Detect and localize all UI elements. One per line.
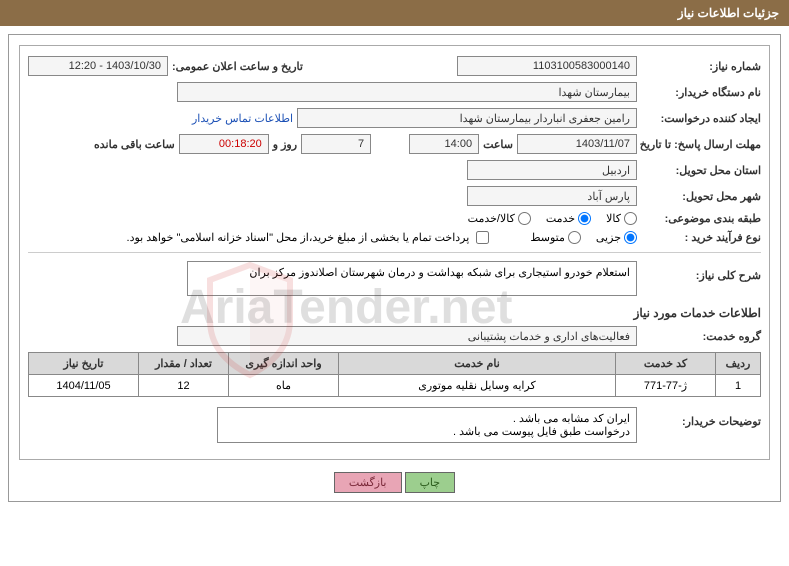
payment-checkbox[interactable] bbox=[476, 231, 489, 244]
service-group-label: گروه خدمت: bbox=[641, 330, 761, 343]
row-buyer-notes: توضیحات خریدار: ایران کد مشابه می باشد .… bbox=[28, 407, 761, 443]
process-type-label: نوع فرآیند خرید : bbox=[641, 231, 761, 244]
need-number-label: شماره نیاز: bbox=[641, 60, 761, 73]
buyer-org-value: بیمارستان شهدا bbox=[177, 82, 637, 102]
remaining-label: ساعت باقی مانده bbox=[94, 138, 175, 151]
th-qty: تعداد / مقدار bbox=[139, 353, 229, 375]
td-unit: ماه bbox=[229, 375, 339, 397]
row-buyer-org: نام دستگاه خریدار: بیمارستان شهدا bbox=[28, 82, 761, 102]
td-service-name: کرایه وسایل نقلیه موتوری bbox=[339, 375, 616, 397]
page-header: جزئیات اطلاعات نیاز bbox=[0, 0, 789, 26]
radio-service-input[interactable] bbox=[578, 212, 591, 225]
radio-medium-label: متوسط bbox=[530, 231, 565, 244]
service-info-title: اطلاعات خدمات مورد نیاز bbox=[28, 306, 761, 320]
contact-link[interactable]: اطلاعات تماس خریدار bbox=[192, 112, 293, 125]
need-number-value: 1103100583000140 bbox=[457, 56, 637, 76]
service-group-value: فعالیت‌های اداری و خدمات پشتیبانی bbox=[177, 326, 637, 346]
process-radio-group: جزیی متوسط bbox=[530, 231, 637, 244]
table-header-row: ردیف کد خدمت نام خدمت واحد اندازه گیری ت… bbox=[29, 353, 761, 375]
radio-goods: کالا bbox=[606, 212, 637, 225]
requester-label: ایجاد کننده درخواست: bbox=[641, 112, 761, 125]
days-label: روز و bbox=[273, 138, 297, 151]
radio-medium: متوسط bbox=[530, 231, 581, 244]
row-requester: ایجاد کننده درخواست: رامین جعفری انباردا… bbox=[28, 108, 761, 128]
deadline-date-value: 1403/11/07 bbox=[517, 134, 637, 154]
row-service-group: گروه خدمت: فعالیت‌های اداری و خدمات پشتی… bbox=[28, 326, 761, 346]
back-button[interactable]: بازگشت bbox=[334, 472, 402, 493]
payment-note: پرداخت تمام یا بخشی از مبلغ خرید،از محل … bbox=[127, 231, 470, 244]
need-desc-value: استعلام خودرو استیجاری برای شبکه بهداشت … bbox=[187, 261, 637, 296]
td-row: 1 bbox=[716, 375, 761, 397]
buyer-org-label: نام دستگاه خریدار: bbox=[641, 86, 761, 99]
province-label: استان محل تحویل: bbox=[641, 164, 761, 177]
city-label: شهر محل تحویل: bbox=[641, 190, 761, 203]
row-category: طبقه بندی موضوعی: کالا خدمت کالا/خدمت bbox=[28, 212, 761, 225]
table-row: 1 ژ-77-771 کرایه وسایل نقلیه موتوری ماه … bbox=[29, 375, 761, 397]
th-row: ردیف bbox=[716, 353, 761, 375]
td-service-code: ژ-77-771 bbox=[616, 375, 716, 397]
buyer-notes-line2: درخواست طبق فایل پیوست می باشد . bbox=[224, 425, 630, 438]
th-service-code: کد خدمت bbox=[616, 353, 716, 375]
category-radio-group: کالا خدمت کالا/خدمت bbox=[468, 212, 637, 225]
need-desc-label: شرح کلی نیاز: bbox=[641, 261, 761, 282]
td-need-date: 1404/11/05 bbox=[29, 375, 139, 397]
radio-minor-label: جزیی bbox=[596, 231, 621, 244]
th-service-name: نام خدمت bbox=[339, 353, 616, 375]
buyer-notes-label: توضیحات خریدار: bbox=[641, 407, 761, 428]
radio-service: خدمت bbox=[546, 212, 591, 225]
radio-both-label: کالا/خدمت bbox=[468, 212, 515, 225]
header-title: جزئیات اطلاعات نیاز bbox=[678, 6, 779, 20]
province-value: اردبیل bbox=[467, 160, 637, 180]
announce-date-value: 1403/10/30 - 12:20 bbox=[28, 56, 168, 76]
time-remaining-value: 00:18:20 bbox=[179, 134, 269, 154]
radio-minor: جزیی bbox=[596, 231, 637, 244]
category-label: طبقه بندی موضوعی: bbox=[641, 212, 761, 225]
radio-goods-input[interactable] bbox=[624, 212, 637, 225]
th-need-date: تاریخ نیاز bbox=[29, 353, 139, 375]
row-province: استان محل تحویل: اردبیل bbox=[28, 160, 761, 180]
radio-goods-label: کالا bbox=[606, 212, 621, 225]
button-row: چاپ بازگشت bbox=[9, 472, 780, 501]
city-value: پارس آباد bbox=[467, 186, 637, 206]
announce-date-label: تاریخ و ساعت اعلان عمومی: bbox=[172, 60, 303, 73]
radio-both-input[interactable] bbox=[518, 212, 531, 225]
radio-minor-input[interactable] bbox=[624, 231, 637, 244]
deadline-time-value: 14:00 bbox=[409, 134, 479, 154]
th-unit: واحد اندازه گیری bbox=[229, 353, 339, 375]
form-container: شماره نیاز: 1103100583000140 تاریخ و ساع… bbox=[19, 45, 770, 460]
row-need-number: شماره نیاز: 1103100583000140 تاریخ و ساع… bbox=[28, 56, 761, 76]
requester-value: رامین جعفری انباردار بیمارستان شهدا bbox=[297, 108, 637, 128]
days-remaining-value: 7 bbox=[301, 134, 371, 154]
radio-medium-input[interactable] bbox=[568, 231, 581, 244]
content-wrapper: شماره نیاز: 1103100583000140 تاریخ و ساع… bbox=[8, 34, 781, 502]
deadline-label: مهلت ارسال پاسخ: تا تاریخ bbox=[641, 138, 761, 151]
buyer-notes-box: ایران کد مشابه می باشد . درخواست طبق فای… bbox=[217, 407, 637, 443]
buyer-notes-line1: ایران کد مشابه می باشد . bbox=[224, 412, 630, 425]
time-label: ساعت bbox=[483, 138, 513, 151]
td-qty: 12 bbox=[139, 375, 229, 397]
radio-service-label: خدمت bbox=[546, 212, 575, 225]
row-process-type: نوع فرآیند خرید : جزیی متوسط پرداخت تمام… bbox=[28, 231, 761, 244]
row-deadline: مهلت ارسال پاسخ: تا تاریخ 1403/11/07 ساع… bbox=[28, 134, 761, 154]
row-need-desc: شرح کلی نیاز: استعلام خودرو استیجاری برا… bbox=[28, 261, 761, 296]
services-table: ردیف کد خدمت نام خدمت واحد اندازه گیری ت… bbox=[28, 352, 761, 397]
radio-both: کالا/خدمت bbox=[468, 212, 531, 225]
row-city: شهر محل تحویل: پارس آباد bbox=[28, 186, 761, 206]
print-button[interactable]: چاپ bbox=[405, 472, 456, 493]
